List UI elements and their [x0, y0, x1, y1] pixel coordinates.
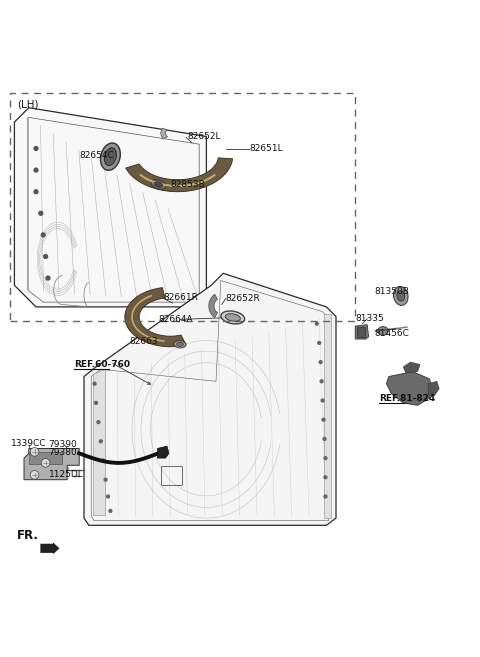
Polygon shape: [125, 288, 186, 347]
Ellipse shape: [154, 182, 163, 187]
Circle shape: [44, 254, 48, 258]
Polygon shape: [84, 273, 336, 526]
Text: 1339CC: 1339CC: [11, 439, 46, 448]
Text: (LH): (LH): [17, 99, 38, 109]
Circle shape: [322, 419, 325, 421]
Text: 82663: 82663: [130, 338, 158, 346]
FancyArrow shape: [41, 543, 59, 554]
Ellipse shape: [394, 286, 408, 306]
Text: 81456C: 81456C: [374, 328, 409, 338]
Polygon shape: [94, 369, 106, 516]
Circle shape: [319, 361, 322, 363]
Text: 81350B: 81350B: [374, 286, 409, 296]
Circle shape: [93, 382, 96, 385]
Polygon shape: [157, 446, 169, 458]
Circle shape: [30, 470, 39, 479]
Circle shape: [39, 212, 43, 215]
Ellipse shape: [100, 143, 120, 170]
Polygon shape: [355, 325, 369, 339]
Bar: [161, 466, 182, 484]
Bar: [10, 93, 355, 321]
Circle shape: [41, 233, 45, 237]
Circle shape: [104, 478, 107, 481]
Circle shape: [324, 476, 327, 479]
Circle shape: [34, 190, 38, 194]
Polygon shape: [29, 452, 62, 464]
Ellipse shape: [397, 290, 405, 301]
Ellipse shape: [174, 341, 186, 348]
Circle shape: [107, 495, 109, 498]
Text: 82652R: 82652R: [226, 294, 260, 304]
Text: 81335: 81335: [355, 315, 384, 323]
Text: FR.: FR.: [17, 529, 39, 541]
Bar: [357, 327, 365, 337]
Circle shape: [324, 457, 327, 459]
Polygon shape: [386, 372, 432, 405]
Circle shape: [315, 323, 318, 325]
Ellipse shape: [221, 311, 245, 324]
Polygon shape: [14, 108, 206, 307]
Polygon shape: [24, 449, 79, 480]
Ellipse shape: [378, 327, 388, 335]
Circle shape: [99, 440, 102, 443]
Polygon shape: [161, 128, 168, 139]
Circle shape: [324, 495, 327, 498]
Text: 82654C: 82654C: [79, 151, 114, 160]
Text: REF.81-824: REF.81-824: [379, 394, 435, 403]
Ellipse shape: [104, 148, 117, 166]
Text: REF.60-760: REF.60-760: [74, 360, 131, 369]
Polygon shape: [324, 314, 331, 518]
Ellipse shape: [225, 313, 240, 321]
Text: 79390: 79390: [48, 440, 77, 449]
Polygon shape: [428, 381, 439, 396]
Ellipse shape: [151, 179, 166, 189]
Text: 82661R: 82661R: [163, 293, 198, 302]
Polygon shape: [209, 294, 217, 317]
Circle shape: [97, 420, 100, 424]
Circle shape: [30, 447, 39, 456]
Ellipse shape: [177, 342, 183, 346]
Circle shape: [95, 401, 97, 404]
Circle shape: [109, 509, 112, 512]
Circle shape: [41, 459, 50, 467]
Text: 82853B: 82853B: [170, 180, 205, 189]
Circle shape: [34, 147, 38, 150]
Circle shape: [323, 438, 326, 440]
Polygon shape: [403, 362, 420, 373]
Text: 82651L: 82651L: [250, 144, 283, 153]
Circle shape: [34, 168, 38, 172]
Circle shape: [102, 459, 105, 462]
Circle shape: [318, 342, 321, 344]
Polygon shape: [126, 158, 233, 192]
Circle shape: [320, 380, 323, 383]
Text: 82652L: 82652L: [187, 132, 221, 141]
Text: 1125DL: 1125DL: [49, 470, 84, 479]
Text: 82664A: 82664A: [158, 315, 193, 324]
Text: 79380: 79380: [48, 448, 77, 457]
Circle shape: [321, 399, 324, 402]
Circle shape: [46, 276, 50, 280]
